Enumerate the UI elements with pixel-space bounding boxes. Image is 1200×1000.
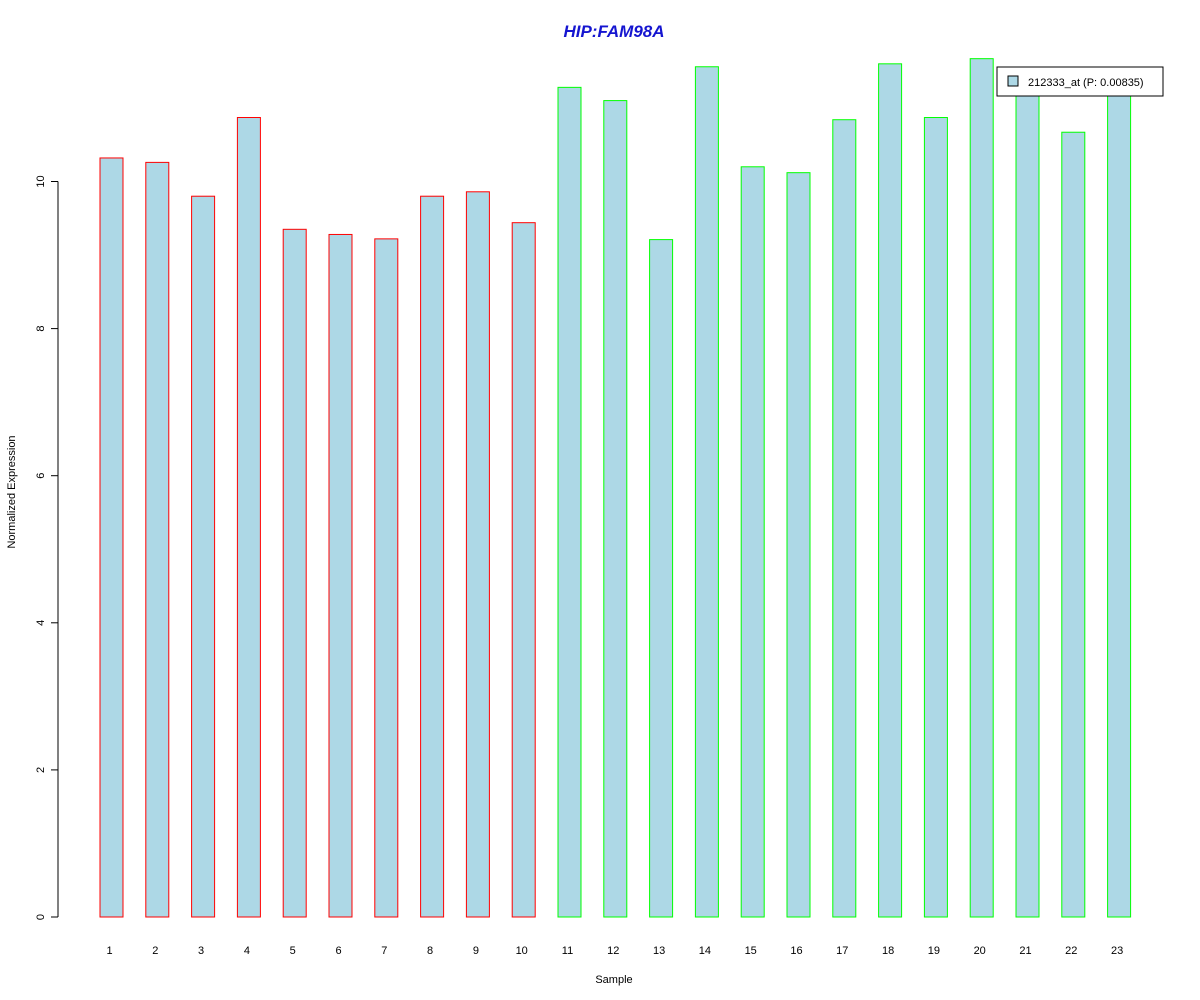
- y-tick-label: 0: [35, 914, 47, 920]
- x-tick-label: 17: [836, 945, 848, 957]
- legend-label: 212333_at (P: 0.00835): [1028, 77, 1144, 89]
- bar-sample-18: [878, 63, 903, 918]
- x-tick-label: 13: [653, 945, 665, 957]
- x-tick-label: 21: [1019, 945, 1031, 957]
- x-tick-label: 7: [381, 945, 387, 957]
- y-tick-label: 6: [35, 473, 47, 479]
- bar-sample-9: [465, 191, 490, 918]
- x-axis-label: Sample: [595, 974, 632, 986]
- x-tick-label: 11: [562, 945, 573, 957]
- x-tick-label: 4: [244, 945, 250, 957]
- x-tick-label: 16: [790, 945, 802, 957]
- bar-sample-16: [786, 172, 811, 918]
- bar-sample-6: [328, 233, 353, 918]
- bar-sample-7: [374, 238, 399, 918]
- x-tick-label: 18: [882, 945, 894, 957]
- bar-sample-2: [145, 161, 170, 918]
- x-tick-label: 6: [335, 945, 341, 957]
- y-axis: 0 2 4 6 8 10: [35, 175, 59, 920]
- y-tick-label: 10: [35, 175, 47, 187]
- bar-sample-13: [649, 239, 674, 918]
- legend: 212333_at (P: 0.00835): [996, 66, 1164, 97]
- bar-sample-14: [694, 66, 719, 918]
- bar-sample-11: [557, 86, 582, 918]
- x-tick-label: 2: [152, 945, 158, 957]
- chart-title: HIP:FAM98A: [563, 22, 664, 41]
- x-tick-label: 10: [516, 945, 528, 957]
- bar-sample-8: [420, 195, 445, 918]
- bar-sample-23: [1107, 91, 1132, 918]
- bar-sample-12: [603, 100, 628, 918]
- x-tick-label: 9: [473, 945, 479, 957]
- bar-sample-19: [923, 117, 948, 918]
- bar-sample-5: [282, 228, 307, 918]
- bars: [99, 58, 1132, 918]
- bar-sample-4: [236, 117, 261, 918]
- y-tick-label: 8: [35, 326, 47, 332]
- x-tick-label: 8: [427, 945, 433, 957]
- x-tick-label: 14: [699, 945, 711, 957]
- x-axis-tick-labels: 1 2 3 4 5 6 7 8 9 10 11 12 13 14 15 16 17 18 19 20 21 22 23: [106, 945, 1123, 957]
- x-tick-label: 1: [106, 945, 112, 957]
- x-tick-label: 23: [1111, 945, 1123, 957]
- x-tick-label: 22: [1065, 945, 1077, 957]
- bar-sample-21: [1015, 87, 1040, 918]
- bar-sample-20: [969, 58, 994, 918]
- y-tick-label: 2: [35, 767, 47, 773]
- bar-sample-10: [511, 222, 536, 918]
- legend-swatch: [1007, 75, 1019, 87]
- x-tick-label: 15: [745, 945, 757, 957]
- bar-sample-1: [99, 157, 124, 918]
- x-tick-label: 20: [974, 945, 986, 957]
- bar-sample-22: [1061, 131, 1086, 918]
- x-tick-label: 3: [198, 945, 204, 957]
- y-tick-label: 4: [35, 620, 47, 626]
- x-tick-label: 19: [928, 945, 940, 957]
- bar-sample-17: [832, 119, 857, 918]
- legend-box: [996, 66, 1164, 97]
- x-tick-label: 5: [290, 945, 296, 957]
- bar-sample-15: [740, 166, 765, 918]
- x-tick-label: 12: [607, 945, 619, 957]
- bar-sample-3: [191, 195, 216, 918]
- y-axis-label: Normalized Expression: [6, 435, 18, 548]
